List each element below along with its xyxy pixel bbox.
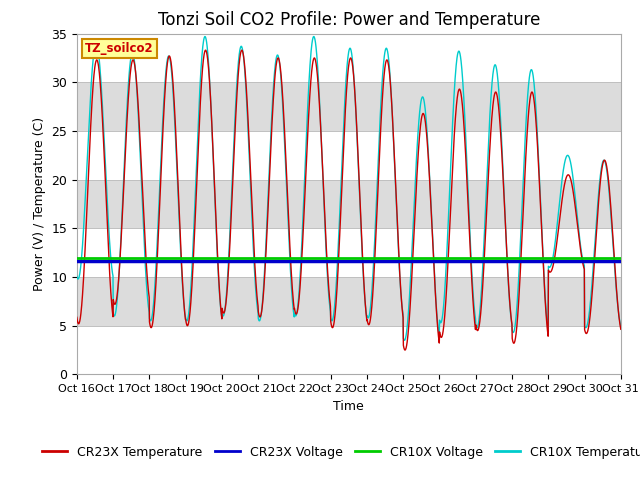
Bar — [77, 34, 621, 82]
Bar — [77, 180, 621, 228]
Bar — [77, 131, 621, 180]
Bar — [77, 277, 621, 326]
X-axis label: Time: Time — [333, 400, 364, 413]
Bar — [77, 82, 621, 131]
Legend: CR23X Temperature, CR23X Voltage, CR10X Voltage, CR10X Temperature: CR23X Temperature, CR23X Voltage, CR10X … — [37, 441, 640, 464]
Bar — [77, 326, 621, 374]
Text: TZ_soilco2: TZ_soilco2 — [85, 42, 154, 55]
Y-axis label: Power (V) / Temperature (C): Power (V) / Temperature (C) — [33, 117, 45, 291]
Title: Tonzi Soil CO2 Profile: Power and Temperature: Tonzi Soil CO2 Profile: Power and Temper… — [157, 11, 540, 29]
Bar — [77, 228, 621, 277]
